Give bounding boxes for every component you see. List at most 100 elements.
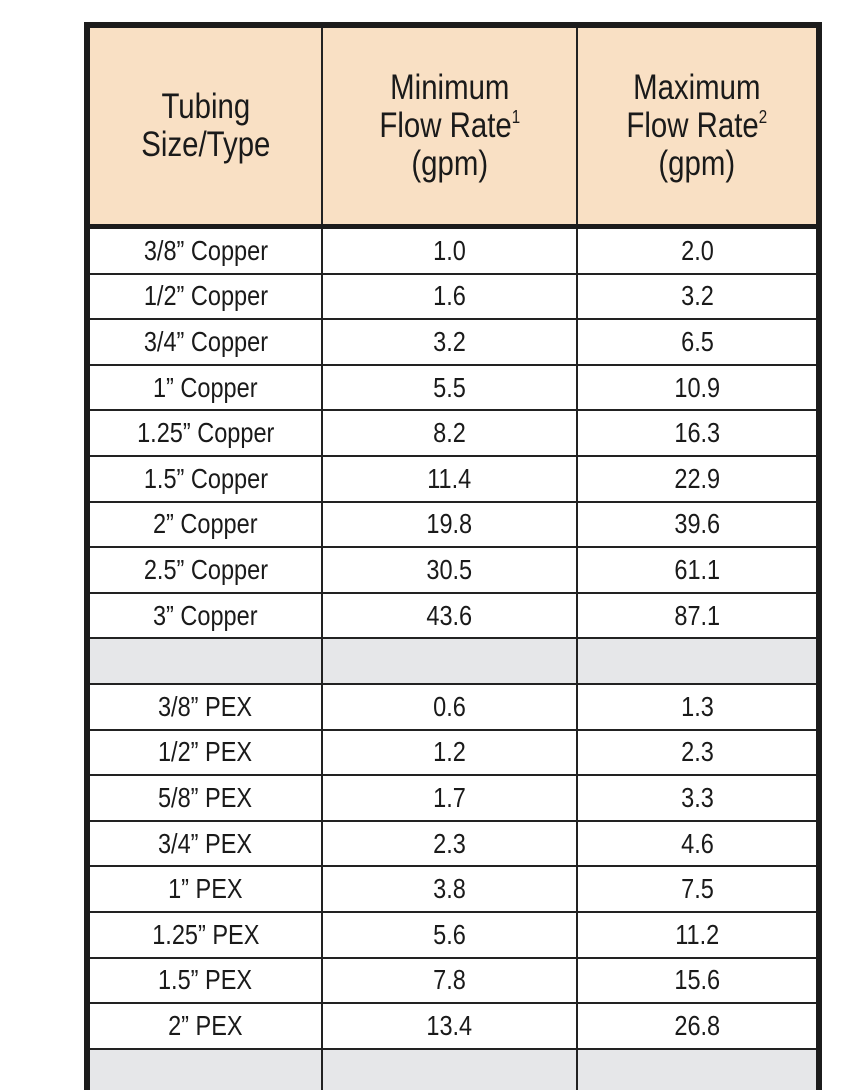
header-line: Flow Rate [626,106,759,145]
table-cell: 3.2 [321,318,578,366]
table-cell: 15.6 [576,956,816,1005]
table-body: 3/8” Copper 1.0 2.0 1/2” Copper 1.6 3.2 3/4” C… [90,226,816,1090]
table-row: 3/4” PEX 2.3 4.6 [90,819,816,868]
table-cell: 5/8” PEX [90,774,323,822]
cell-text: 7.8 [433,964,466,996]
cell-text: 39.6 [674,508,720,540]
table-cell: 1.3 [576,682,816,731]
table-row: 1/2” Copper 1.6 3.2 [90,272,816,321]
table-cell: 10.9 [576,363,816,412]
table-row: 1” PEX 3.8 7.5 [90,865,816,913]
cell-text: 19.8 [426,508,473,540]
cell-text: 2.3 [680,736,714,768]
separator-cell [90,1047,323,1090]
cell-text: 43.6 [426,599,473,631]
header-line: Tubing [161,87,250,126]
cell-text: 87.1 [674,599,720,631]
cell-text: 3/4” Copper [143,325,268,357]
footnote-mark: 2 [758,107,768,127]
header-text: Tubing Size/Type [141,88,270,164]
separator-row [90,637,816,685]
cell-text: 3/8” PEX [158,690,253,722]
table-cell: 3.3 [576,774,816,822]
cell-text: 11.2 [674,918,720,950]
flow-rate-table: Tubing Size/Type Minimum Flow Rate1 (gpm) Max… [90,28,816,1090]
table-header: Tubing Size/Type Minimum Flow Rate1 (gpm) Max… [90,28,816,229]
header-line: Size/Type [140,125,271,164]
table-cell: 87.1 [576,591,816,640]
separator-cell [576,1047,816,1090]
cell-text: 3/8” Copper [143,234,268,266]
cell-text: 1.7 [433,781,466,813]
cell-text: 3” Copper [153,599,258,631]
cell-text: 26.8 [674,1009,720,1041]
table-row: 5/8” PEX 1.7 3.3 [90,774,816,822]
table-cell: 4.6 [576,819,816,868]
table-cell: 1.5” Copper [90,454,323,503]
table-row: 1.25” Copper 8.2 16.3 [90,409,816,457]
cell-text: 5.6 [433,918,466,950]
cell-text: 13.4 [426,1009,473,1041]
table-cell: 2” Copper [90,500,323,549]
table-cell: 1” Copper [90,363,323,412]
table-cell: 1/2” Copper [90,272,323,321]
table-cell: 16.3 [576,409,816,457]
table-cell: 1.5” PEX [90,956,323,1005]
table-cell: 3/4” PEX [90,819,323,868]
table-cell: 11.2 [576,910,816,959]
cell-text: 8.2 [433,417,466,449]
cell-text: 3.8 [433,873,466,905]
header-cell: Maximum Flow Rate2 (gpm) [576,28,816,229]
separator-cell [90,637,323,685]
table-row: 1.5” Copper 11.4 22.9 [90,454,816,503]
cell-text: 6.5 [680,325,714,357]
cell-text: 1.25” PEX [151,918,260,950]
table-row: 3” Copper 43.6 87.1 [90,591,816,640]
cell-text: 4.6 [680,827,714,859]
cell-text: 11.4 [427,462,472,494]
cell-text: 1.25” Copper [136,417,275,449]
table-cell: 0.6 [321,682,578,731]
cell-text: 2.3 [433,827,466,859]
cell-text: 1/2” PEX [158,736,253,768]
cell-text: 3.2 [680,280,714,312]
cell-text: 16.3 [674,417,720,449]
table-cell: 13.4 [321,1002,578,1050]
table-row: 2” Copper 19.8 39.6 [90,500,816,549]
cell-text: 2.5” Copper [143,553,268,585]
table-cell: 3.8 [321,865,578,913]
table-cell: 3/8” PEX [90,682,323,731]
table-cell: 5.5 [321,363,578,412]
cell-text: 1.5” Copper [143,462,268,494]
header-row: Tubing Size/Type Minimum Flow Rate1 (gpm) Max… [90,28,816,229]
table-cell: 3/8” Copper [90,226,323,275]
table-row: 1.5” PEX 7.8 15.6 [90,956,816,1005]
table-cell: 3” Copper [90,591,323,640]
header-line: (gpm) [658,144,736,183]
header-line: (gpm) [411,144,488,183]
table-row: 1.25” PEX 5.6 11.2 [90,910,816,959]
header-cell: Tubing Size/Type [90,28,323,229]
table-cell: 7.5 [576,865,816,913]
cell-text: 1.3 [680,690,714,722]
cell-text: 3.3 [680,781,714,813]
table-cell: 2.5” Copper [90,546,323,594]
separator-cell [321,1047,578,1090]
header-line: Maximum [633,68,761,107]
cell-text: 1.2 [433,736,466,768]
table-cell: 1.6 [321,272,578,321]
cell-text: 61.1 [674,553,720,585]
table-cell: 39.6 [576,500,816,549]
table-cell: 1” PEX [90,865,323,913]
cell-text: 2” PEX [168,1009,243,1041]
cell-text: 5.5 [433,371,466,403]
separator-row [90,1047,816,1090]
header-line: Minimum [389,68,510,107]
table-cell: 1/2” PEX [90,728,323,777]
table-row: 2.5” Copper 30.5 61.1 [90,546,816,594]
table-cell: 2” PEX [90,1002,323,1050]
cell-text: 7.5 [680,873,714,905]
table-cell: 6.5 [576,318,816,366]
header-cell: Minimum Flow Rate1 (gpm) [321,28,578,229]
